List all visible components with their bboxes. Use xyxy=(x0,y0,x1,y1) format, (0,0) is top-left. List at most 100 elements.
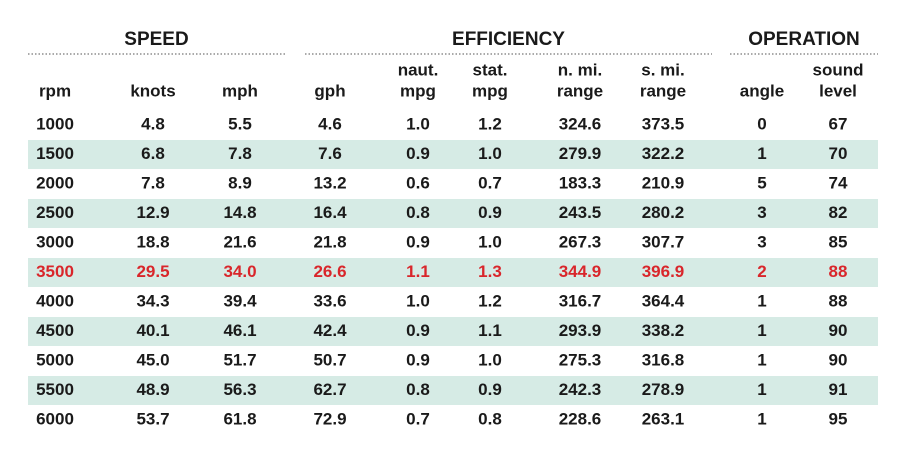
table-cell: 243.5 xyxy=(559,203,602,222)
table-cell: 3500 xyxy=(36,262,74,281)
table-cell: 95 xyxy=(829,409,848,428)
table-cell: 0.8 xyxy=(406,203,430,222)
table-cell: 56.3 xyxy=(223,380,256,399)
table-cell: 14.8 xyxy=(223,203,256,222)
table-cell: 6.8 xyxy=(141,144,165,163)
table-cell: 1500 xyxy=(36,144,74,163)
column-header: mpg xyxy=(472,81,508,100)
table-cell: 279.9 xyxy=(559,144,602,163)
table-cell: 3000 xyxy=(36,232,74,251)
group-title: EFFICIENCY xyxy=(452,29,565,50)
table-cell: 4000 xyxy=(36,291,74,310)
table-cell: 7.8 xyxy=(141,173,165,192)
table-cell: 1 xyxy=(757,409,766,428)
table-cell: 0.9 xyxy=(406,350,430,369)
table-cell: 82 xyxy=(829,203,848,222)
table-cell: 34.3 xyxy=(136,291,169,310)
table-cell: 18.8 xyxy=(136,232,169,251)
table-cell: 3 xyxy=(757,232,766,251)
table-cell: 228.6 xyxy=(559,409,602,428)
table-cell: 67 xyxy=(829,114,848,133)
table-cell: 21.6 xyxy=(223,232,256,251)
table-cell: 34.0 xyxy=(223,262,256,281)
column-header: level xyxy=(819,81,857,100)
table-cell: 1.0 xyxy=(406,291,430,310)
table-cell: 1.2 xyxy=(478,114,502,133)
table-cell: 3 xyxy=(757,203,766,222)
table-cell: 0.6 xyxy=(406,173,430,192)
table-cell: 307.7 xyxy=(642,232,685,251)
table-cell: 0.7 xyxy=(478,173,502,192)
table-cell: 0.7 xyxy=(406,409,430,428)
table-cell: 1.3 xyxy=(478,262,502,281)
table-cell: 1.2 xyxy=(478,291,502,310)
table-cell: 53.7 xyxy=(136,409,169,428)
table-cell: 1.0 xyxy=(478,144,502,163)
table-cell: 70 xyxy=(829,144,848,163)
table-cell: 13.2 xyxy=(313,173,346,192)
table-cell: 293.9 xyxy=(559,321,602,340)
table-cell: 45.0 xyxy=(136,350,169,369)
table-cell: 5500 xyxy=(36,380,74,399)
table-cell: 61.8 xyxy=(223,409,256,428)
table-cell: 1.0 xyxy=(478,350,502,369)
group-title: OPERATION xyxy=(748,29,860,50)
table-cell: 0.9 xyxy=(478,380,502,399)
table-cell: 4.8 xyxy=(141,114,165,133)
table-cell: 39.4 xyxy=(223,291,257,310)
column-header: angle xyxy=(740,81,784,100)
table-cell: 88 xyxy=(829,291,848,310)
table-cell: 29.5 xyxy=(136,262,169,281)
table-cell: 74 xyxy=(829,173,848,192)
table-cell: 263.1 xyxy=(642,409,685,428)
table-cell: 396.9 xyxy=(642,262,685,281)
table-cell: 344.9 xyxy=(559,262,602,281)
row-shade xyxy=(28,376,878,405)
column-header: range xyxy=(557,81,603,100)
table-cell: 16.4 xyxy=(313,203,347,222)
table-cell: 1 xyxy=(757,144,766,163)
table-cell: 210.9 xyxy=(642,173,685,192)
table-cell: 91 xyxy=(829,380,848,399)
table-cell: 90 xyxy=(829,350,848,369)
table-cell: 46.1 xyxy=(223,321,256,340)
table-cell: 5.5 xyxy=(228,114,252,133)
table-cell: 316.7 xyxy=(559,291,602,310)
table-cell: 72.9 xyxy=(313,409,346,428)
column-header: rpm xyxy=(39,81,71,100)
table-cell: 267.3 xyxy=(559,232,602,251)
table-cell: 48.9 xyxy=(136,380,169,399)
table-cell: 90 xyxy=(829,321,848,340)
table-cell: 0.8 xyxy=(406,380,430,399)
table-cell: 364.4 xyxy=(642,291,685,310)
table-cell: 26.6 xyxy=(313,262,346,281)
column-header: sound xyxy=(813,60,864,79)
table-cell: 12.9 xyxy=(136,203,169,222)
table-cell: 2000 xyxy=(36,173,74,192)
group-title: SPEED xyxy=(124,29,188,50)
column-header: naut. xyxy=(398,60,439,79)
column-header: gph xyxy=(314,81,345,100)
column-header: knots xyxy=(130,81,175,100)
table-cell: 1.1 xyxy=(406,262,430,281)
table-cell: 21.8 xyxy=(313,232,346,251)
table-cell: 7.6 xyxy=(318,144,342,163)
table-cell: 1.1 xyxy=(478,321,502,340)
table-cell: 0.9 xyxy=(406,232,430,251)
table-cell: 8.9 xyxy=(228,173,252,192)
table-cell: 0 xyxy=(757,114,766,133)
column-header: stat. xyxy=(473,60,508,79)
column-header: mpg xyxy=(400,81,436,100)
table-cell: 183.3 xyxy=(559,173,602,192)
table-cell: 1 xyxy=(757,380,766,399)
table-cell: 62.7 xyxy=(313,380,346,399)
table-cell: 7.8 xyxy=(228,144,252,163)
table-cell: 2500 xyxy=(36,203,74,222)
table-cell: 0.9 xyxy=(478,203,502,222)
table-cell: 275.3 xyxy=(559,350,602,369)
table-cell: 33.6 xyxy=(313,291,346,310)
table-cell: 85 xyxy=(829,232,848,251)
table-cell: 51.7 xyxy=(223,350,256,369)
column-header: n. mi. xyxy=(558,60,602,79)
